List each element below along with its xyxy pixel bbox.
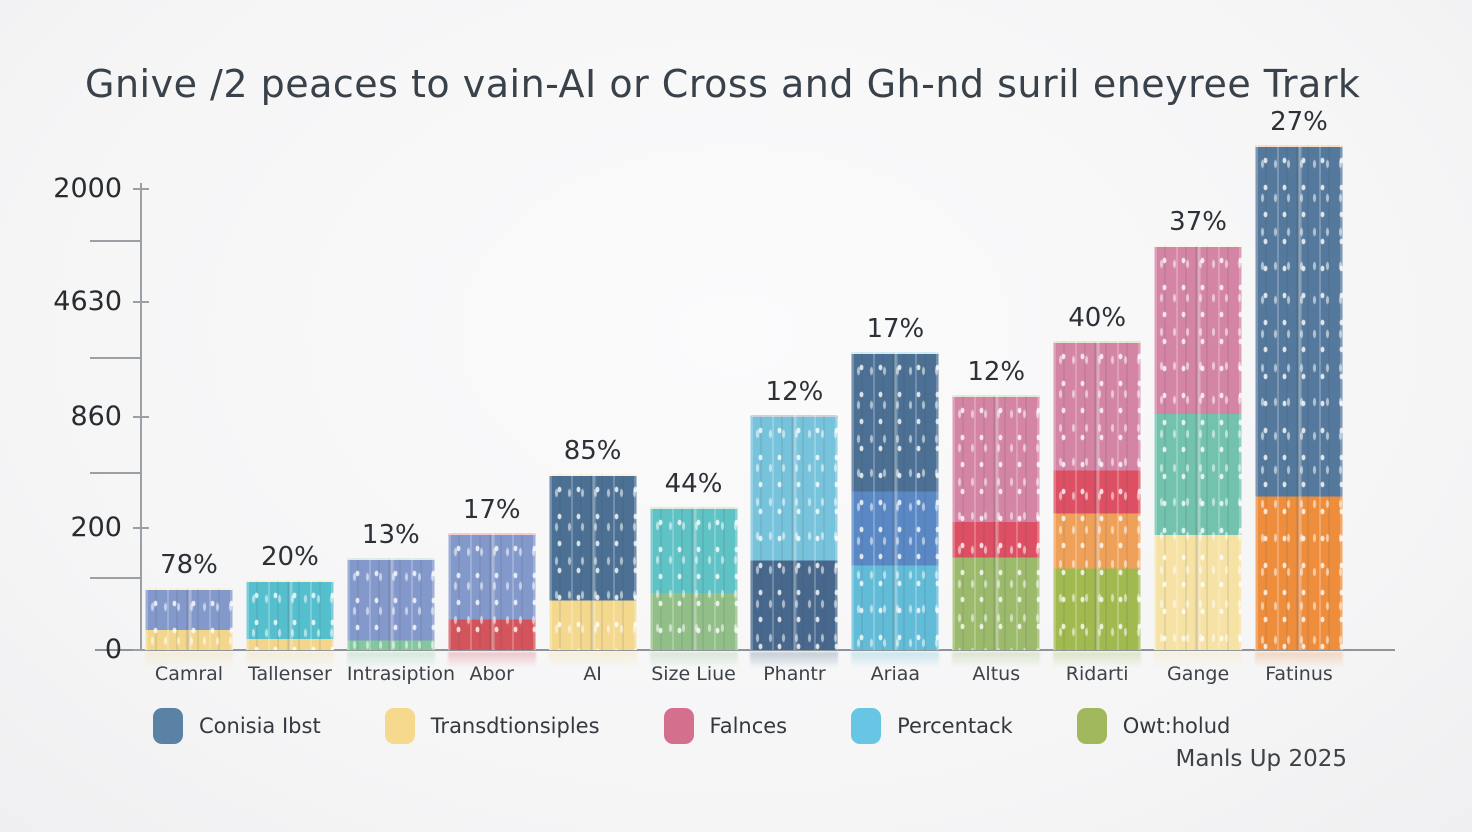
legend-label: Owt:holud [1122,714,1231,738]
legend-item-2: Transdtionsiples [384,708,600,744]
bar-gange [1154,245,1243,650]
bar-value-label: 78% [160,549,218,580]
bar-tallenser [245,579,334,650]
bar-value-label: 20% [261,541,319,572]
legend-label: Percentack [897,714,1013,738]
bar-value-label: 17% [866,314,925,345]
x-axis-label-ai: AI [583,663,602,685]
bar-reflection [245,652,334,668]
x-axis-label-camral: Camral [154,663,224,685]
legend-item-5: Owt:holud [1076,708,1231,744]
bar-intrasiption [346,558,435,650]
x-axis-line [95,649,1395,651]
bar-value-label: 37% [1169,207,1227,237]
bar-slot-camral: 78% [145,145,233,650]
bar-slot-intrasiption: 13% [346,145,435,650]
legend-label: Transdtionsiples [430,714,600,738]
bar-value-label: 44% [664,469,723,500]
bar-value-label: 27% [1270,107,1328,137]
x-axis-label-tallenser: Tallenser [248,663,332,685]
tick-mark [90,577,140,579]
bar-reflection [1255,652,1343,668]
bar-value-label: 85% [563,435,622,466]
bar-value-label: 12% [765,377,824,408]
legend-swatch-icon [153,708,183,744]
bar-reflection [649,652,738,668]
x-axis-label-ariaa: Ariaa [870,663,921,685]
bar-camral [145,587,233,650]
tick-mark [133,188,149,190]
bar-slot-altus: 12% [952,145,1041,650]
bar-slot-abor: 17% [447,145,536,650]
legend-item-4: Percentack [851,708,1013,744]
bar-reflection [952,652,1041,668]
bar-ridarti [1053,340,1142,650]
bar-slot-size-liue: 44% [649,145,738,650]
bar-altus [952,394,1041,650]
tick-mark [90,357,140,359]
legend-label: Conisia Ibst [199,714,321,738]
x-axis-label-ridarti: Ridarti [1065,663,1129,685]
bar-slot-ai: 85% [548,145,637,650]
bar-reflection [750,652,839,668]
bar-value-label: 13% [361,520,420,551]
legend-label: Falnces [709,714,788,738]
bar-slot-phantr: 12% [750,145,839,650]
bar-ai [548,473,637,650]
y-tick-label: 2000 [53,173,122,204]
bar-reflection [346,652,435,668]
y-tick-label: 0 [104,634,122,665]
x-axis-label-intrasiption: Intrasiption [346,663,455,685]
bar-fatinus [1254,145,1343,650]
legend: Conisia Ibst Transdtionsiples Falnces Perce… [153,708,1230,744]
chart-title: Gnive /2 peaces to vain-AI or Cross and … [85,62,1361,106]
tick-mark [90,472,140,474]
legend-item-1: Conisia Ibst [153,708,321,744]
bar-reflection [548,652,637,668]
legend-item-3: Falnces [663,708,788,744]
bar-value-label: 40% [1068,302,1127,333]
bar-phantr [750,415,839,650]
bar-reflection [1053,652,1142,668]
bar-size-liue [649,507,738,650]
bars-container: 78% 20% 13% 17% 85% 44% 12% 17% 12% 40% 37% 27% [145,107,1343,650]
tick-mark [133,301,149,303]
bar-value-label: 17% [462,494,521,525]
bar-slot-gange: 37% [1154,145,1243,650]
x-axis-label-phantr: Phantr [763,663,826,685]
x-axis-label-altus: Altus [972,663,1021,685]
x-axis-label-size-liue: Size Liue [651,663,736,685]
legend-swatch-icon [1076,708,1107,744]
y-tick-label: 200 [70,512,122,543]
bar-slot-ariaa: 17% [851,145,940,650]
bar-reflection [1154,652,1243,668]
bar-reflection [447,652,536,668]
tick-mark [133,416,149,418]
legend-swatch-icon [384,708,415,744]
bar-slot-ridarti: 40% [1053,145,1142,650]
tick-mark [90,240,140,242]
bar-reflection [145,652,233,668]
y-tick-label: 860 [70,401,122,432]
x-axis-label-gange: Gange [1166,663,1230,685]
bar-ariaa [851,352,940,650]
tick-mark [133,649,149,651]
legend-swatch-icon [851,708,882,744]
bar-reflection [851,652,940,668]
x-axis-label-fatinus: Fatinus [1265,663,1333,685]
bar-slot-fatinus: 27% [1254,107,1343,650]
x-axis-label-abor: Abor [469,663,514,685]
footer-note: Manls Up 2025 [1175,746,1347,772]
legend-swatch-icon [663,708,694,744]
y-tick-label: 4630 [53,286,122,317]
bar-abor [447,532,536,650]
bar-slot-tallenser: 20% [245,145,334,650]
bar-value-label: 12% [967,356,1026,387]
tick-mark [133,527,149,529]
